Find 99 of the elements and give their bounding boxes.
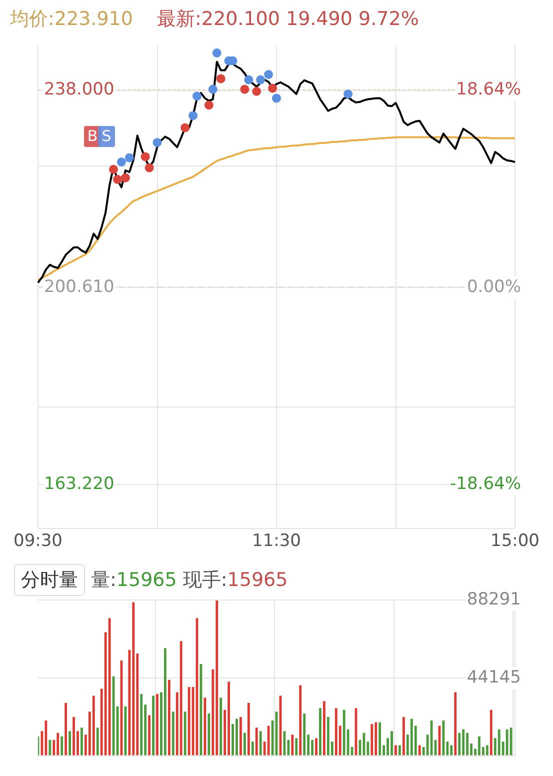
point <box>212 48 222 58</box>
bar <box>334 708 338 756</box>
bar <box>208 713 210 756</box>
point <box>268 84 278 93</box>
y-tick-label: 88291 <box>466 589 521 610</box>
point <box>188 111 198 120</box>
bar <box>228 682 230 756</box>
bar <box>342 710 346 756</box>
point <box>192 92 202 101</box>
x-tick-label: 09:30 <box>14 531 62 552</box>
point <box>216 74 226 84</box>
bar <box>418 745 421 756</box>
bar <box>378 722 382 756</box>
bar <box>156 694 158 756</box>
bar <box>394 745 397 756</box>
point <box>256 75 266 84</box>
point <box>344 90 353 99</box>
y-tick-label: 200.610 <box>44 276 114 297</box>
x-tick-label: 11:30 <box>252 531 301 552</box>
bar <box>303 713 306 756</box>
point <box>204 100 214 110</box>
bar <box>80 728 83 756</box>
bar <box>454 692 457 756</box>
bar <box>132 602 135 756</box>
point <box>272 94 281 103</box>
bar <box>216 600 218 756</box>
bar <box>180 641 182 756</box>
y-tick-label: 44145 <box>466 667 521 688</box>
chart-subtitle: 最新:220.100 19.490 9.72% <box>156 8 419 30</box>
text: 量:15965 <box>91 569 177 591</box>
text: 现手:15965 <box>182 569 288 591</box>
point <box>252 86 262 96</box>
point <box>208 84 218 94</box>
bar <box>259 731 262 756</box>
point <box>124 153 134 162</box>
bar <box>319 708 322 756</box>
bar <box>56 732 60 756</box>
bar <box>370 724 374 756</box>
bar <box>244 732 246 756</box>
y-tick-label: 163.220 <box>44 474 114 494</box>
bar <box>490 710 492 756</box>
point <box>180 123 190 132</box>
bar <box>299 685 302 756</box>
bar <box>240 716 242 756</box>
bar <box>168 680 170 756</box>
point <box>140 152 150 162</box>
point <box>240 84 250 94</box>
bar <box>450 745 453 756</box>
bar <box>164 648 166 756</box>
bar <box>68 731 71 756</box>
bar <box>462 729 465 756</box>
y-tick-label: 238.000 <box>44 80 114 100</box>
point <box>152 138 162 147</box>
bar <box>148 715 150 756</box>
bar <box>72 716 75 756</box>
point <box>116 158 126 167</box>
bar <box>323 701 326 756</box>
bar <box>315 738 318 756</box>
bar <box>398 745 401 756</box>
bar <box>172 712 174 756</box>
bar <box>326 716 330 756</box>
y2-tick-label: -18.64% <box>450 474 521 494</box>
point <box>109 164 118 174</box>
bar <box>236 718 238 756</box>
x-tick-label: 15:00 <box>490 531 540 552</box>
bar <box>402 716 405 756</box>
bar <box>295 738 298 756</box>
annotation: B <box>84 126 101 147</box>
bar <box>184 712 186 756</box>
bar <box>140 694 143 756</box>
bar <box>478 736 480 756</box>
bar <box>251 742 254 756</box>
bar <box>48 740 52 756</box>
bar <box>486 745 488 756</box>
point <box>264 70 274 80</box>
y2-tick-label: 0.00% <box>466 276 521 297</box>
bar <box>60 736 64 756</box>
y2-tick-label: 18.64% <box>456 80 521 100</box>
bar <box>390 731 393 756</box>
bar <box>498 729 500 756</box>
bar <box>374 722 378 756</box>
bar <box>466 732 468 756</box>
point <box>144 163 154 172</box>
bar <box>92 696 95 756</box>
point <box>244 75 254 84</box>
annotation: S <box>98 126 115 147</box>
bar <box>458 732 461 756</box>
point <box>113 174 122 184</box>
bar <box>152 696 154 756</box>
bar <box>96 728 99 756</box>
bar <box>291 734 294 756</box>
bar <box>247 702 250 756</box>
bar <box>255 728 258 756</box>
point <box>120 173 130 182</box>
text: 分时量 <box>14 564 85 596</box>
chart-title: 均价:223.910 <box>10 8 133 30</box>
bar <box>64 702 68 756</box>
bar <box>220 698 222 756</box>
bar <box>410 718 413 756</box>
